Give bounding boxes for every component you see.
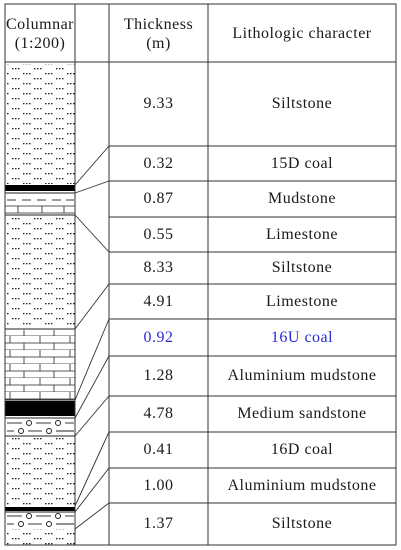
thickness-value: 0.41 [143,441,174,458]
thickness-value: 1.37 [143,515,174,532]
lithology-value: 16U coal [270,329,334,346]
siltstone-layer-4 [5,529,75,545]
header-columnar: Columnar (1:200) [5,15,75,53]
sandstone-layer-2 [7,513,74,527]
thickness-value: 0.55 [143,226,174,243]
leader-lines [74,145,110,530]
header-thickness-line2: (m) [146,35,171,52]
table-frame [4,3,397,546]
lithology-value: Mudstone [268,190,336,207]
thickness-value: 4.91 [143,293,174,310]
coal-16u-layer [5,401,75,416]
lithology-value: Medium sandstone [237,405,367,422]
header-thickness: Thickness (m) [109,15,208,53]
thickness-value: 0.87 [143,190,174,207]
row-dividers [109,145,396,504]
thickness-value: 0.92 [143,329,174,346]
thickness-value: 0.32 [143,155,174,172]
lithology-value: Siltstone [271,515,333,532]
lithology-value: Limestone [265,293,339,310]
thickness-value: 4.78 [143,405,174,422]
columnar-graphic [5,64,75,545]
coal-15d-layer [5,185,75,191]
header-columnar-line2: (1:200) [14,35,66,52]
thickness-value: 8.33 [143,259,174,276]
siltstone-layer-2 [5,215,75,328]
lithology-value: Aluminium mudstone [227,367,377,384]
column-boundaries [5,192,75,513]
header-columnar-line1: Columnar [6,16,74,33]
coal-16d-layer [5,507,75,511]
thickness-value: 9.33 [143,95,174,112]
lithology-value: Siltstone [271,95,333,112]
thickness-value: 1.28 [143,367,174,384]
lithology-value: Aluminium mudstone [227,477,377,494]
siltstone-layer-3 [5,436,75,506]
header-thickness-line1: Thickness [123,16,194,33]
thickness-value: 1.00 [143,477,174,494]
limestone-thin-layer [5,205,75,214]
lithology-value: 15D coal [270,155,334,172]
lithology-value: Limestone [265,226,339,243]
sandstone-layer [7,420,74,434]
siltstone-layer [5,64,75,184]
header-lithology: Lithologic character [232,25,372,42]
lithology-value: Siltstone [271,259,333,276]
limestone-layer [5,330,75,400]
lithology-value: 16D coal [270,441,334,458]
